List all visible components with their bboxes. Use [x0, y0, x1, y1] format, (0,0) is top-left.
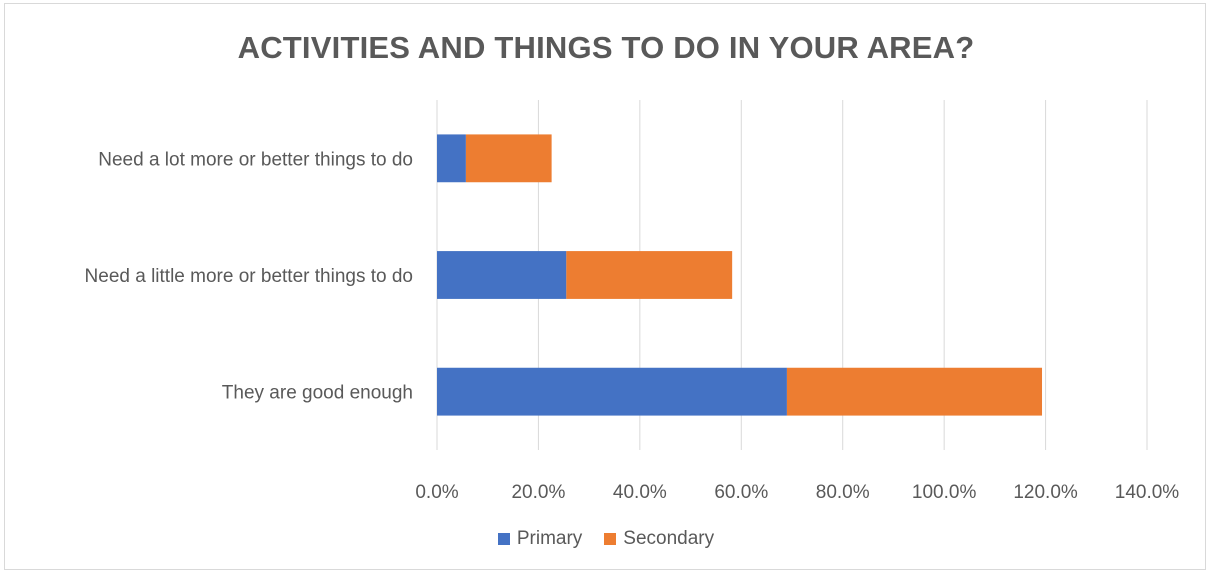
legend-swatch-secondary — [604, 533, 617, 545]
x-tick-label-0: 0.0% — [415, 482, 458, 503]
x-tick-label-2: 40.0% — [613, 482, 667, 503]
legend-item-primary: Primary — [497, 528, 583, 550]
x-tick-label-6: 120.0% — [1013, 482, 1078, 503]
legend-label-secondary: Secondary — [623, 528, 715, 549]
legend: Primary Secondary — [0, 528, 1212, 550]
category-label-1: Need a little more or better things to d… — [85, 266, 413, 287]
bar-primary-2 — [437, 367, 787, 416]
category-label-2: They are good enough — [222, 383, 413, 404]
legend-item-secondary: Secondary — [604, 528, 714, 550]
x-tick-label-5: 100.0% — [912, 482, 977, 503]
x-tick-label-1: 20.0% — [511, 482, 565, 503]
bars — [437, 134, 1043, 416]
x-tick-label-3: 60.0% — [714, 482, 768, 503]
category-labels: Need a lot more or better things to do Ne… — [85, 149, 413, 403]
bar-secondary-2 — [786, 367, 1043, 416]
category-label-0: Need a lot more or better things to do — [98, 149, 413, 170]
bar-secondary-1 — [566, 251, 733, 299]
legend-label-primary: Primary — [516, 528, 583, 549]
x-tick-labels: 0.0% 20.0% 40.0% 60.0% 80.0% 100.0% 120.0% 140.… — [415, 482, 1179, 503]
x-tick-label-7: 140.0% — [1115, 482, 1180, 503]
bar-primary-0 — [437, 134, 466, 183]
legend-swatch-primary — [497, 533, 510, 545]
bar-primary-1 — [437, 251, 567, 299]
chart-title: ACTIVITIES AND THINGS TO DO IN YOUR AREA… — [237, 30, 975, 65]
x-tick-label-4: 80.0% — [816, 482, 870, 503]
bar-secondary-0 — [465, 134, 552, 183]
